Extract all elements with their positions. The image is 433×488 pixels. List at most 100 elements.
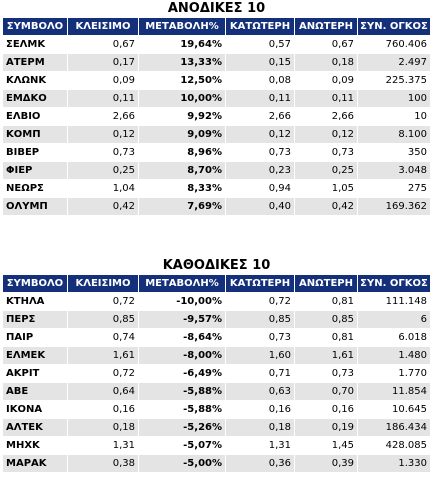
symbol-cell: ΙΚΟΝΑ: [3, 401, 67, 418]
close-cell: 0,72: [68, 365, 138, 382]
low-cell: 0,08: [226, 72, 294, 89]
volume-cell: 6.018: [358, 329, 430, 346]
low-cell: 0,23: [226, 162, 294, 179]
symbol-cell: ΕΛΜΕΚ: [3, 347, 67, 364]
gainers-title: ΑΝΟΔΙΚΕΣ 10: [167, 1, 266, 16]
close-cell: 0,42: [68, 198, 138, 215]
low-cell: 0,40: [226, 198, 294, 215]
table-row: ΑΚΡΙΤ 0,72 -6,49% 0,71 0,73 1.770: [3, 365, 430, 382]
volume-cell: 225.375: [358, 72, 430, 89]
volume-cell: 169.362: [358, 198, 430, 215]
change-cell: -5,00%: [139, 455, 225, 472]
change-cell: 10,00%: [139, 90, 225, 107]
high-cell: 2,66: [295, 108, 357, 125]
close-cell: 0,16: [68, 401, 138, 418]
table-row: ΕΛΒΙΟ 2,66 9,92% 2,66 2,66 10: [3, 108, 430, 125]
volume-cell: 275: [358, 180, 430, 197]
close-cell: 1,61: [68, 347, 138, 364]
symbol-cell: ΟΛΥΜΠ: [3, 198, 67, 215]
low-cell: 0,94: [226, 180, 294, 197]
change-cell: 8,96%: [139, 144, 225, 161]
volume-cell: 6: [358, 311, 430, 328]
close-cell: 1,31: [68, 437, 138, 454]
volume-cell: 350: [358, 144, 430, 161]
losers-title: ΚΑΘΟΔΙΚΕΣ 10: [162, 258, 271, 273]
symbol-cell: ΑΛΤΕΚ: [3, 419, 67, 436]
table-row: ΑΤΕΡΜ 0,17 13,33% 0,15 0,18 2.497: [3, 54, 430, 71]
symbol-cell: ΣΕΛΜΚ: [3, 36, 67, 53]
column-header-change: ΜΕΤΑΒΟΛΗ%: [139, 275, 225, 292]
volume-cell: 100: [358, 90, 430, 107]
close-cell: 0,25: [68, 162, 138, 179]
column-header-volume: ΣΥΝ. ΟΓΚΟΣ: [358, 18, 430, 35]
high-cell: 0,11: [295, 90, 357, 107]
high-cell: 0,42: [295, 198, 357, 215]
symbol-cell: ΚΤΗΛΑ: [3, 293, 67, 310]
losers-header-row: ΣΥΜΒΟΛΟ ΚΛΕΙΣΙΜΟ ΜΕΤΑΒΟΛΗ% ΚΑΤΩΤΕΡΗ ΑΝΩΤ…: [3, 275, 430, 292]
volume-cell: 10: [358, 108, 430, 125]
low-cell: 0,73: [226, 144, 294, 161]
low-cell: 2,66: [226, 108, 294, 125]
close-cell: 0,38: [68, 455, 138, 472]
close-cell: 0,73: [68, 144, 138, 161]
table-row: ΠΑΙΡ 0,74 -8,64% 0,73 0,81 6.018: [3, 329, 430, 346]
table-row: ΕΜΔΚΟ 0,11 10,00% 0,11 0,11 100: [3, 90, 430, 107]
symbol-cell: ΦΙΕΡ: [3, 162, 67, 179]
column-header-low: ΚΑΤΩΤΕΡΗ: [226, 18, 294, 35]
symbol-cell: ΚΛΩΝΚ: [3, 72, 67, 89]
table-row: ΒΙΒΕΡ 0,73 8,96% 0,73 0,73 350: [3, 144, 430, 161]
table-row: ΑΒΕ 0,64 -5,88% 0,63 0,70 11.854: [3, 383, 430, 400]
volume-cell: 186.434: [358, 419, 430, 436]
symbol-cell: ΜΗΧΚ: [3, 437, 67, 454]
table-row: ΑΛΤΕΚ 0,18 -5,26% 0,18 0,19 186.434: [3, 419, 430, 436]
change-cell: 9,92%: [139, 108, 225, 125]
volume-cell: 3.048: [358, 162, 430, 179]
low-cell: 0,71: [226, 365, 294, 382]
column-header-volume: ΣΥΝ. ΟΓΚΟΣ: [358, 275, 430, 292]
column-header-symbol: ΣΥΜΒΟΛΟ: [3, 18, 67, 35]
table-row: ΚΟΜΠ 0,12 9,09% 0,12 0,12 8.100: [3, 126, 430, 143]
change-cell: -5,07%: [139, 437, 225, 454]
change-cell: 7,69%: [139, 198, 225, 215]
close-cell: 2,66: [68, 108, 138, 125]
column-header-close: ΚΛΕΙΣΙΜΟ: [68, 18, 138, 35]
high-cell: 0,19: [295, 419, 357, 436]
volume-cell: 111.148: [358, 293, 430, 310]
volume-cell: 1.770: [358, 365, 430, 382]
change-cell: -5,26%: [139, 419, 225, 436]
change-cell: 8,33%: [139, 180, 225, 197]
close-cell: 0,67: [68, 36, 138, 53]
change-cell: 13,33%: [139, 54, 225, 71]
high-cell: 0,18: [295, 54, 357, 71]
low-cell: 0,73: [226, 329, 294, 346]
close-cell: 0,72: [68, 293, 138, 310]
low-cell: 0,12: [226, 126, 294, 143]
symbol-cell: ΑΚΡΙΤ: [3, 365, 67, 382]
high-cell: 0,73: [295, 365, 357, 382]
close-cell: 0,74: [68, 329, 138, 346]
volume-cell: 8.100: [358, 126, 430, 143]
column-header-low: ΚΑΤΩΤΕΡΗ: [226, 275, 294, 292]
high-cell: 0,70: [295, 383, 357, 400]
symbol-cell: ΝΕΩΡΣ: [3, 180, 67, 197]
symbol-cell: ΕΛΒΙΟ: [3, 108, 67, 125]
close-cell: 0,09: [68, 72, 138, 89]
high-cell: 1,05: [295, 180, 357, 197]
symbol-cell: ΜΑΡΑΚ: [3, 455, 67, 472]
high-cell: 0,85: [295, 311, 357, 328]
change-cell: -5,88%: [139, 383, 225, 400]
change-cell: -6,49%: [139, 365, 225, 382]
change-cell: -10,00%: [139, 293, 225, 310]
symbol-cell: ΑΤΕΡΜ: [3, 54, 67, 71]
volume-cell: 10.645: [358, 401, 430, 418]
high-cell: 0,73: [295, 144, 357, 161]
change-cell: -9,57%: [139, 311, 225, 328]
high-cell: 0,12: [295, 126, 357, 143]
change-cell: 9,09%: [139, 126, 225, 143]
volume-cell: 11.854: [358, 383, 430, 400]
table-row: ΙΚΟΝΑ 0,16 -5,88% 0,16 0,16 10.645: [3, 401, 430, 418]
gainers-header-row: ΣΥΜΒΟΛΟ ΚΛΕΙΣΙΜΟ ΜΕΤΑΒΟΛΗ% ΚΑΤΩΤΕΡΗ ΑΝΩΤ…: [3, 18, 430, 35]
losers-table: ΣΥΜΒΟΛΟ ΚΛΕΙΣΙΜΟ ΜΕΤΑΒΟΛΗ% ΚΑΤΩΤΕΡΗ ΑΝΩΤ…: [2, 274, 431, 473]
change-cell: 8,70%: [139, 162, 225, 179]
low-cell: 0,11: [226, 90, 294, 107]
